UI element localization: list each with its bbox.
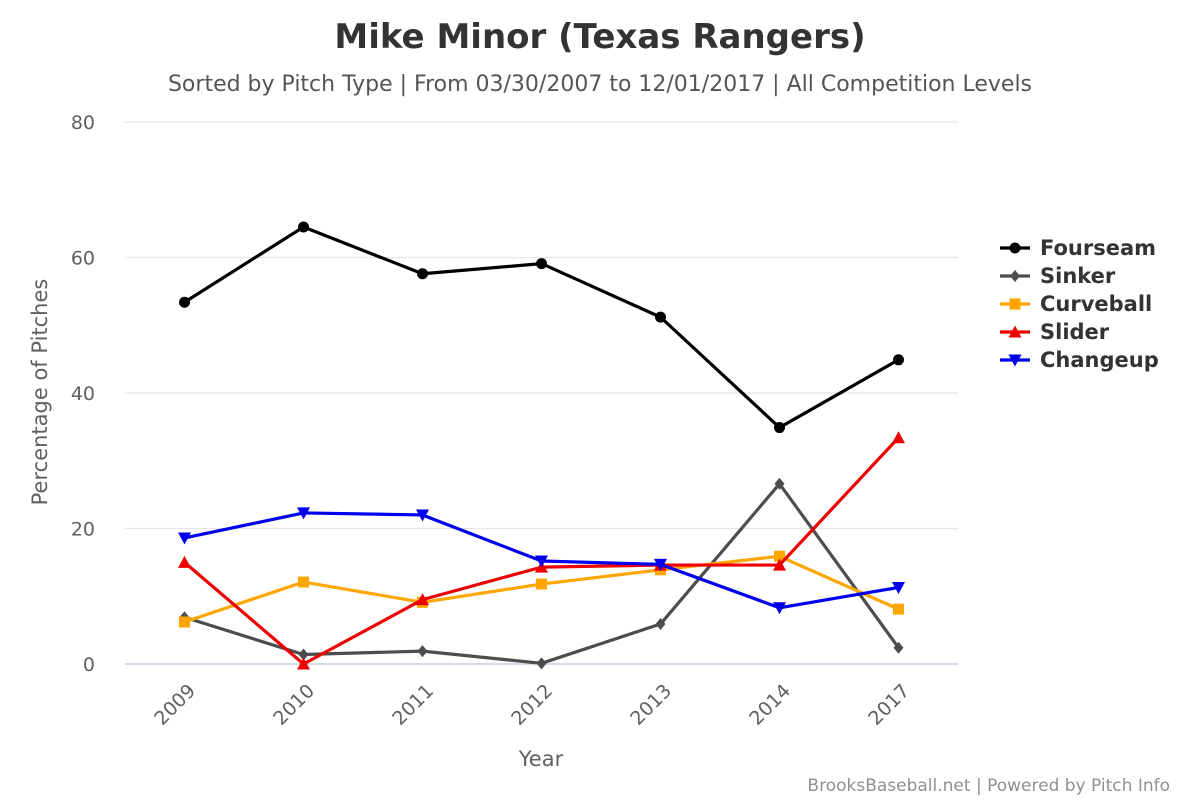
series-slider	[178, 431, 905, 670]
data-point-fourseam[interactable]	[655, 311, 666, 323]
data-point-changeup[interactable]	[773, 602, 786, 615]
x-axis-title: Year	[518, 747, 564, 771]
x-tick-label: 2012	[507, 680, 557, 730]
data-point-sinker[interactable]	[298, 648, 309, 661]
x-tick-label: 2017	[864, 680, 914, 730]
data-point-fourseam[interactable]	[417, 268, 428, 280]
legend-marker-slider	[1008, 325, 1022, 338]
chart-subtitle: Sorted by Pitch Type | From 03/30/2007 t…	[168, 72, 1032, 97]
data-point-slider[interactable]	[416, 593, 429, 606]
legend: Fourseam Sinker Curveball Slider Changeup	[1000, 236, 1159, 372]
series-sinker	[179, 477, 904, 670]
x-tick-label: 2013	[626, 680, 676, 730]
data-point-sinker[interactable]	[893, 641, 904, 654]
data-point-fourseam[interactable]	[536, 258, 547, 270]
legend-label: Sinker	[1040, 264, 1116, 288]
data-point-slider[interactable]	[178, 555, 191, 568]
series-line-slider[interactable]	[182, 436, 901, 666]
legend-item-slider[interactable]: Slider	[1000, 320, 1110, 344]
legend-item-changeup[interactable]: Changeup	[1000, 348, 1159, 372]
y-tick-label: 0	[83, 654, 95, 676]
data-point-slider[interactable]	[892, 431, 905, 444]
data-point-fourseam[interactable]	[774, 422, 785, 434]
y-axis-ticks: 0 20 40 60 80	[71, 112, 95, 676]
series-line-sinker[interactable]	[182, 482, 901, 665]
x-tick-label: 2009	[150, 680, 200, 730]
legend-item-fourseam[interactable]: Fourseam	[1000, 236, 1156, 260]
data-point-fourseam[interactable]	[179, 296, 190, 308]
credits-text[interactable]: BrooksBaseball.net | Powered by Pitch In…	[807, 776, 1170, 796]
y-tick-label: 40	[71, 383, 95, 405]
legend-label: Fourseam	[1040, 236, 1156, 260]
x-axis-ticks: 2009 2010 2011 2012 2013 2014 2017	[150, 680, 914, 730]
data-point-changeup[interactable]	[654, 558, 667, 571]
data-point-curveball[interactable]	[179, 616, 190, 628]
data-point-changeup[interactable]	[297, 507, 310, 520]
y-axis-title: Percentage of Pitches	[28, 279, 52, 506]
chart-title: Mike Minor (Texas Rangers)	[334, 17, 865, 57]
data-point-slider[interactable]	[297, 657, 310, 670]
x-tick-label: 2014	[745, 680, 795, 730]
legend-label: Curveball	[1040, 292, 1152, 316]
x-tick-label: 2011	[388, 680, 438, 730]
legend-item-curveball[interactable]: Curveball	[1000, 292, 1152, 316]
data-point-curveball[interactable]	[774, 550, 785, 562]
legend-marker-curveball	[1009, 298, 1021, 310]
legend-label: Changeup	[1040, 348, 1159, 372]
y-tick-label: 80	[71, 112, 95, 134]
series-fourseam	[179, 221, 904, 434]
data-point-sinker[interactable]	[655, 618, 666, 631]
legend-marker-sinker	[1010, 270, 1020, 282]
data-point-changeup[interactable]	[178, 532, 191, 545]
y-tick-label: 20	[71, 519, 95, 541]
data-point-changeup[interactable]	[416, 509, 429, 522]
data-point-sinker[interactable]	[774, 477, 785, 490]
y-tick-label: 60	[71, 248, 95, 270]
data-point-sinker[interactable]	[536, 657, 547, 670]
series-group	[178, 221, 905, 670]
series-changeup	[178, 507, 905, 615]
x-tick-label: 2010	[269, 680, 319, 730]
legend-marker-changeup	[1008, 354, 1022, 367]
data-point-curveball[interactable]	[893, 603, 904, 615]
data-point-slider[interactable]	[773, 558, 786, 571]
data-point-fourseam[interactable]	[893, 354, 904, 366]
legend-label: Slider	[1040, 320, 1110, 344]
data-point-curveball[interactable]	[298, 576, 309, 588]
data-point-curveball[interactable]	[536, 578, 547, 590]
data-point-changeup[interactable]	[892, 581, 905, 594]
data-point-fourseam[interactable]	[298, 221, 309, 233]
legend-marker-fourseam	[1009, 242, 1021, 254]
legend-item-sinker[interactable]: Sinker	[1000, 264, 1116, 288]
data-point-sinker[interactable]	[417, 645, 428, 658]
data-point-changeup[interactable]	[535, 555, 548, 568]
